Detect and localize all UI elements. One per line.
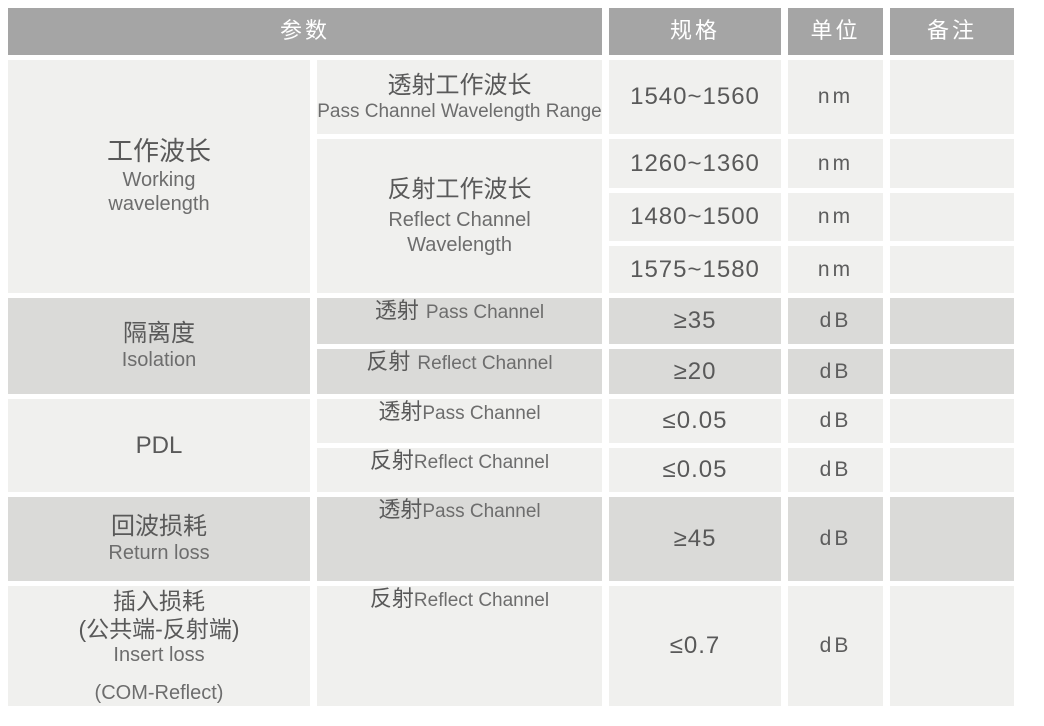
insert-loss-reflect-cn: 反射 [369,586,414,611]
working-wavelength-en-line1: Working [122,168,196,191]
unit-cell: dB [788,586,883,706]
return-loss-en: Return loss [108,542,210,565]
unit-cell: dB [788,298,883,344]
spec-cell: 1260~1360 [609,139,781,188]
header-remark: 备注 [890,8,1014,55]
subparam-reflect-wavelength: 反射工作波长 Reflect Channel Wavelength [317,139,602,293]
header-spec-label: 规格 [669,18,720,44]
unit-cell: nm [788,193,883,241]
header-spec: 规格 [609,8,781,55]
header-unit: 单位 [788,8,883,55]
unit-cell: dB [788,497,883,581]
reflect-wavelength-en-line2: Wavelength [407,233,512,256]
return-loss-cn: 回波损耗 [111,513,207,541]
unit-cell: dB [788,399,883,443]
insert-loss-cn-line1: 插入损耗 [113,587,205,614]
remark-cell [890,298,1014,344]
insert-loss-reflect-en: Reflect Channel [413,590,550,611]
remark-cell [890,193,1014,241]
isolation-reflect-en: Reflect Channel [417,353,553,374]
return-loss-pass-en: Pass Channel [422,501,541,522]
spec-cell: ≥35 [609,298,781,344]
param-group-isolation: 隔离度 Isolation [8,298,310,394]
isolation-pass-en: Pass Channel [425,302,545,323]
remark-cell [890,60,1014,134]
remark-cell [890,586,1014,706]
insert-loss-cn-line2: (公共端-反射端) [78,615,240,642]
remark-cell [890,246,1014,293]
pdl-pass-cn: 透射 [378,399,423,424]
spec-cell: 1540~1560 [609,60,781,134]
spec-cell: 1575~1580 [609,246,781,293]
spec-cell: ≤0.05 [609,399,781,443]
header-unit-label: 单位 [810,18,861,44]
pdl-pass-en: Pass Channel [422,403,541,424]
reflect-wavelength-cn: 反射工作波长 [387,175,532,203]
subparam-isolation-reflect: 反射 Reflect Channel [317,349,602,394]
isolation-pass-cn: 透射 [374,298,419,323]
remark-cell [890,349,1014,394]
insert-loss-en-line2: (COM-Reflect) [94,682,224,705]
unit-cell: nm [788,246,883,293]
spec-cell: ≥45 [609,497,781,581]
pass-wavelength-en: Pass Channel Wavelength Range [317,101,602,123]
subparam-insert-loss-reflect: 反射 Reflect Channel [317,586,602,706]
pdl-reflect-en: Reflect Channel [413,452,550,473]
param-group-pdl: PDL [8,399,310,492]
param-group-working-wavelength: 工作波长 Working wavelength [8,60,310,293]
pdl-label: PDL [135,431,183,459]
unit-cell: dB [788,349,883,394]
pass-wavelength-cn: 透射工作波长 [387,71,532,99]
spec-cell: ≤0.7 [609,586,781,706]
remark-cell [890,139,1014,188]
subparam-return-loss-pass: 透射 Pass Channel [317,497,602,581]
remark-cell [890,448,1014,492]
reflect-wavelength-en-line1: Reflect Channel [388,209,531,232]
subparam-pdl-pass: 透射 Pass Channel [317,399,602,443]
spec-table: 参数 规格 单位 备注 工作波长 Working wavelength 透射工作… [8,8,1014,706]
unit-cell: dB [788,448,883,492]
isolation-cn: 隔离度 [123,320,195,348]
spec-cell: ≥20 [609,349,781,394]
return-loss-pass-cn: 透射 [378,497,423,522]
remark-cell [890,497,1014,581]
param-group-return-loss: 回波损耗 Return loss [8,497,310,581]
header-param-label: 参数 [279,18,330,44]
spec-cell: ≤0.05 [609,448,781,492]
subparam-pdl-reflect: 反射 Reflect Channel [317,448,602,492]
working-wavelength-cn: 工作波长 [106,136,211,167]
subparam-isolation-pass: 透射 Pass Channel [317,298,602,344]
isolation-reflect-cn: 反射 [366,349,411,374]
subparam-pass-wavelength: 透射工作波长 Pass Channel Wavelength Range [317,60,602,134]
param-group-insert-loss: 插入损耗 (公共端-反射端) Insert loss (COM-Reflect) [8,586,310,706]
insert-loss-en-line1: Insert loss [113,643,205,666]
remark-cell [890,399,1014,443]
pdl-reflect-cn: 反射 [369,448,414,473]
header-remark-label: 备注 [926,18,977,44]
working-wavelength-en-line2: wavelength [108,193,210,216]
header-param: 参数 [8,8,602,55]
unit-cell: nm [788,60,883,134]
isolation-en: Isolation [121,349,197,372]
spec-cell: 1480~1500 [609,193,781,241]
unit-cell: nm [788,139,883,188]
